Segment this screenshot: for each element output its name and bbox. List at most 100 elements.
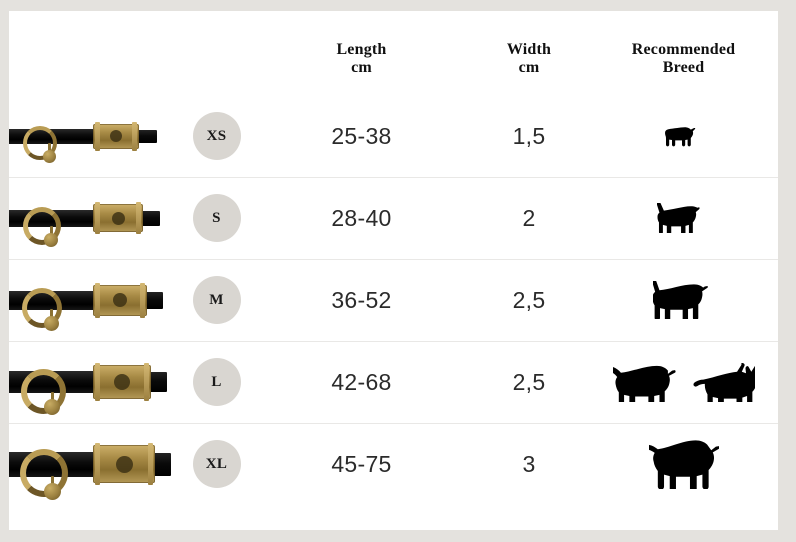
collar-d-ring (22, 288, 62, 328)
collar-strap-right (147, 372, 167, 392)
collar-buckle-notch (132, 121, 137, 151)
breed-cell (589, 341, 778, 423)
collar-charm-tag (44, 399, 60, 415)
length-cell: 36-52 (254, 259, 469, 341)
collar-buckle-notch (148, 443, 153, 485)
collar-buckle-notch (95, 121, 100, 151)
collar-strap-right (151, 452, 171, 476)
size-cell: M (179, 259, 254, 341)
jack-russell-terrier-silhouette-icon (656, 203, 700, 233)
collar-buckle-notch (95, 282, 100, 318)
collar-buckle-emblem-icon (110, 130, 122, 142)
size-cell: XL (179, 423, 254, 505)
collar-buckle-notch (140, 282, 145, 318)
great-dane-silhouette-icon (648, 440, 719, 489)
column-header-length-title: Length (336, 41, 387, 58)
beagle-silhouette-icon (652, 281, 708, 319)
size-badge-label: XS (206, 127, 227, 144)
collar-buckle-emblem-icon (111, 211, 125, 225)
collar-d-ring (23, 207, 61, 245)
collar-strap-right (139, 210, 160, 226)
collar-image-cell (9, 423, 179, 505)
width-value: 2,5 (512, 368, 546, 395)
collar-strap-right (135, 129, 157, 143)
length-value: 45-75 (331, 450, 392, 477)
column-header-width-title: Width (506, 41, 552, 58)
collar-buckle-emblem-icon (114, 374, 130, 390)
size-badge: XL (192, 440, 241, 488)
table-header: Length cm Width cm Recommended Breed (9, 11, 778, 95)
collar-buckle-notch (95, 443, 100, 485)
length-value: 28-40 (331, 204, 392, 231)
width-cell: 3 (469, 423, 589, 505)
size-cell: XS (179, 95, 254, 177)
retriever-silhouette-icon (612, 365, 676, 402)
breed-cell (589, 259, 778, 341)
width-cell: 1,5 (469, 95, 589, 177)
collar-charm-link (51, 475, 54, 484)
width-value: 2 (522, 204, 536, 231)
length-value: 25-38 (331, 122, 392, 149)
collar-buckle-notch (136, 202, 141, 234)
size-badge-label: S (212, 209, 221, 226)
size-badge: S (192, 194, 241, 242)
table-row: L 42-68 2,5 (9, 341, 778, 424)
collar-buckle-emblem-icon (113, 293, 127, 307)
size-badge: XS (192, 112, 241, 160)
collar-charm-tag (44, 315, 59, 331)
collar-charm-link (50, 308, 53, 317)
length-cell: 25-38 (254, 95, 469, 177)
size-cell: S (179, 177, 254, 259)
collar-charm-link (50, 392, 54, 400)
black-gold-dog-collar-m-icon (9, 259, 163, 341)
collar-strap-right (143, 291, 163, 309)
width-cell: 2,5 (469, 341, 589, 423)
breed-cell (589, 95, 778, 177)
german-shepherd-silhouette-icon (692, 363, 755, 402)
collar-charm-link (48, 142, 51, 151)
collar-buckle-notch (144, 363, 149, 401)
width-cell: 2 (469, 177, 589, 259)
length-cell: 42-68 (254, 341, 469, 423)
width-value: 1,5 (512, 122, 546, 149)
size-chart-card: Length cm Width cm Recommended Breed XS 2… (9, 11, 778, 530)
table-row: XL 45-75 3 (9, 423, 778, 505)
black-gold-dog-collar-xs-icon (9, 95, 157, 177)
collar-buckle-notch (95, 363, 100, 401)
length-value: 36-52 (331, 286, 392, 313)
collar-charm-tag (43, 149, 56, 163)
column-header-breed-unit: Breed (662, 59, 705, 76)
collar-d-ring (23, 126, 57, 160)
length-cell: 45-75 (254, 423, 469, 505)
column-header-breed: Recommended Breed (589, 41, 778, 77)
collar-charm-link (49, 225, 53, 234)
width-value: 2,5 (512, 286, 546, 313)
column-header-breed-title: Recommended (631, 41, 736, 58)
collar-image-cell (9, 95, 179, 177)
breed-cell (589, 423, 778, 505)
column-header-length-unit: cm (351, 59, 372, 76)
collar-image-cell (9, 259, 179, 341)
size-badge-label: XL (205, 455, 228, 472)
black-gold-dog-collar-xl-icon (9, 423, 171, 505)
black-gold-dog-collar-s-icon (9, 177, 160, 259)
black-gold-dog-collar-l-icon (9, 341, 167, 423)
collar-charm-tag (44, 232, 58, 247)
length-value: 42-68 (331, 368, 392, 395)
collar-buckle-emblem-icon (115, 455, 133, 473)
collar-image-cell (9, 177, 179, 259)
length-cell: 28-40 (254, 177, 469, 259)
table-row: M 36-52 2,5 (9, 259, 778, 342)
column-header-width-unit: cm (518, 59, 540, 76)
collar-buckle-notch (95, 202, 100, 234)
column-header-width: Width cm (469, 41, 589, 77)
size-cell: L (179, 341, 254, 423)
collar-image-cell (9, 341, 179, 423)
size-badge-label: L (211, 373, 222, 390)
table-row: XS 25-38 1,5 (9, 95, 778, 178)
collar-d-ring (21, 368, 66, 414)
breed-cell (589, 177, 778, 259)
column-header-length: Length cm (254, 41, 469, 77)
collar-charm-tag (44, 482, 61, 500)
